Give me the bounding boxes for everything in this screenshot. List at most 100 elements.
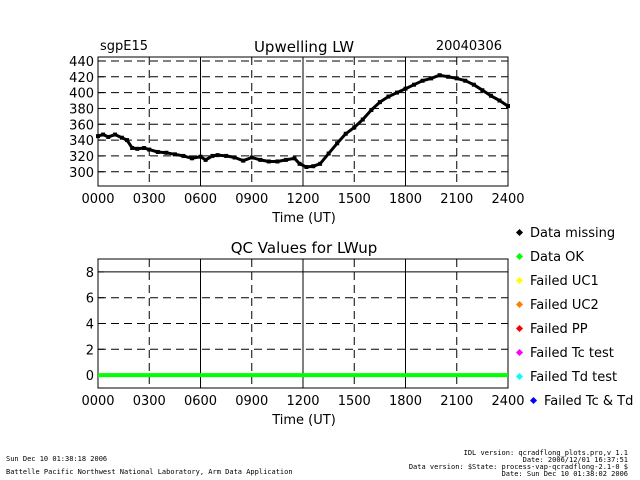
- data-point: [463, 78, 468, 83]
- legend-label: Data OK: [530, 250, 584, 265]
- data-point: [283, 157, 288, 162]
- x-tick-label: 2100: [440, 192, 473, 207]
- data-point: [215, 153, 220, 158]
- legend-marker: [515, 252, 524, 261]
- legend-label: Failed PP: [530, 322, 588, 337]
- footer-right-line2: Date: 2006/12/01 16:37:51: [523, 456, 628, 464]
- data-point: [130, 146, 135, 151]
- y-tick-label: 320: [69, 150, 94, 165]
- data-point: [343, 131, 348, 136]
- data-point: [420, 78, 425, 83]
- data-point: [210, 153, 215, 158]
- data-point: [147, 147, 152, 152]
- data-point: [266, 159, 271, 164]
- data-point: [326, 151, 331, 156]
- data-point: [203, 157, 208, 162]
- chart1-title: Upwelling LW: [254, 38, 354, 56]
- y-tick-label: 0: [86, 369, 94, 384]
- data-point: [403, 86, 408, 91]
- data-point: [488, 93, 493, 98]
- data-point: [394, 90, 399, 95]
- data-point: [497, 98, 502, 103]
- data-point: [125, 138, 130, 143]
- y-tick-label: 400: [69, 87, 94, 102]
- qc-values-chart: 0000 0300 0600 0900 1200 1500 1800 2100 2400 0 2 4 6…: [81, 258, 525, 409]
- data-point: [258, 157, 263, 162]
- data-point: [480, 88, 485, 93]
- data-point: [106, 134, 111, 139]
- chart2-title: QC Values for LWup: [231, 239, 378, 257]
- data-point: [471, 82, 476, 87]
- data-point: [189, 156, 194, 161]
- y-tick-label: 8: [86, 266, 94, 281]
- data-point: [377, 100, 382, 105]
- data-point: [164, 150, 169, 155]
- legend-marker: [529, 396, 538, 405]
- data-point: [335, 141, 340, 146]
- data-point: [446, 74, 451, 79]
- data-point: [224, 153, 229, 158]
- y-tick-label: 4: [86, 318, 94, 333]
- footer-right-line4: Date: Sun Dec 10 01:38:02 2006: [502, 470, 628, 478]
- data-point: [113, 132, 118, 137]
- chart1-xlabel: Time (UT): [271, 211, 336, 226]
- x-tick-label: 2100: [440, 394, 473, 409]
- data-point: [318, 161, 323, 166]
- footer-left-line1: Sun Dec 10 01:38:18 2006: [6, 455, 107, 463]
- x-tick-label: 1800: [389, 394, 422, 409]
- x-tick-label: 0600: [184, 394, 217, 409]
- data-point: [506, 104, 510, 109]
- y-tick-label: 6: [86, 292, 94, 307]
- legend-marker: [515, 228, 524, 237]
- data-point: [412, 82, 417, 87]
- data-point: [241, 158, 246, 163]
- data-point: [297, 161, 302, 166]
- data-point: [181, 153, 186, 158]
- data-point: [96, 134, 100, 139]
- x-tick-label: 0000: [81, 192, 114, 207]
- data-point: [429, 76, 434, 81]
- site-label: sgpE15: [100, 39, 148, 54]
- x-tick-label: 0300: [133, 192, 166, 207]
- date-label: 20040306: [436, 39, 502, 54]
- data-point: [386, 94, 391, 99]
- data-point: [135, 146, 140, 151]
- data-point: [142, 146, 147, 151]
- data-point: [304, 165, 309, 170]
- data-point: [155, 149, 160, 154]
- footer-left-line2: Battelle Pacific Northwest National Labo…: [6, 468, 293, 476]
- y-tick-label: 2: [86, 343, 94, 358]
- x-tick-label: 1500: [338, 394, 371, 409]
- legend-label: Failed Tc test: [530, 346, 614, 361]
- x-tick-label: 0600: [184, 192, 217, 207]
- data-point: [360, 117, 365, 122]
- data-point: [275, 159, 280, 164]
- x-tick-label: 1500: [338, 192, 371, 207]
- data-point: [249, 155, 254, 160]
- y-tick-label: 300: [69, 166, 94, 181]
- legend-marker: [515, 372, 524, 381]
- footer-right-line1: IDL version: qcradflong_plots.pro,v 1.1: [464, 449, 628, 457]
- legend-label: Failed UC2: [530, 298, 599, 313]
- upwelling-lw-chart: 0000 0300 0600 0900 1200 1500 1800 2100 2400 3003…: [69, 55, 524, 207]
- data-point: [198, 154, 203, 159]
- y-tick-label: 440: [69, 55, 94, 70]
- legend-marker: [515, 276, 524, 285]
- legend-label: Failed Td test: [530, 370, 617, 385]
- data-point: [454, 76, 459, 81]
- x-tick-label: 1800: [389, 192, 422, 207]
- data-point: [311, 164, 316, 169]
- x-tick-label: 2400: [491, 192, 524, 207]
- x-tick-label: 0000: [81, 394, 114, 409]
- data-point: [292, 156, 297, 161]
- legend-label: Failed Tc & Td: [544, 394, 633, 409]
- chart2-xlabel: Time (UT): [271, 413, 336, 428]
- data-point: [437, 73, 442, 78]
- data-point: [119, 135, 124, 140]
- data-point: [172, 152, 177, 157]
- x-tick-label: 0300: [133, 394, 166, 409]
- x-tick-label: 1200: [286, 192, 319, 207]
- x-tick-label: 0900: [235, 192, 268, 207]
- x-tick-label: 0900: [235, 394, 268, 409]
